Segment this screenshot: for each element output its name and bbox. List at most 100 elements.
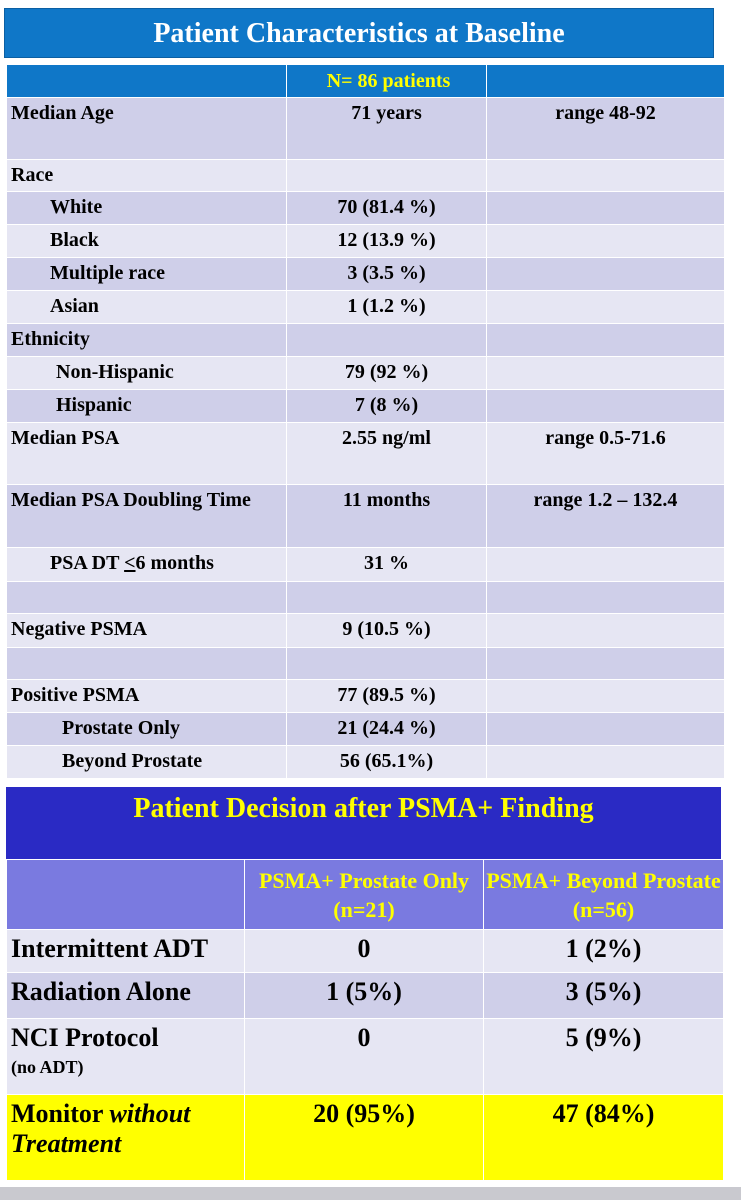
table-row: Ethnicity xyxy=(6,323,725,357)
beyond-value: 1 (2%) xyxy=(483,929,724,973)
n-patients-header: N= 86 patients xyxy=(286,64,487,98)
row-value xyxy=(286,581,487,614)
row-label: Positive PSMA xyxy=(6,679,287,713)
row-value: 56 (65.1%) xyxy=(286,745,487,779)
beyond-value: 3 (5%) xyxy=(483,972,724,1019)
row-label: Median PSA xyxy=(6,422,287,485)
header-empty-cell xyxy=(486,64,725,98)
monitor-label: Monitor xyxy=(11,1099,110,1128)
row-label: PSA DT <6 months xyxy=(6,547,287,582)
row-label: Negative PSMA xyxy=(6,613,287,648)
row-value: 2.55 ng/ml xyxy=(286,422,487,485)
row-range xyxy=(486,191,725,225)
table-row: Intermittent ADT 0 1 (2%) xyxy=(6,929,724,973)
decision-header-row: PSMA+ Prostate Only (n=21) PSMA+ Beyond … xyxy=(6,859,724,930)
row-label: Median Age xyxy=(6,97,287,160)
row-label: Race xyxy=(6,159,287,192)
row-range: range 1.2 – 132.4 xyxy=(486,484,725,548)
row-range xyxy=(486,547,725,582)
row-label: Radiation Alone xyxy=(6,972,245,1019)
decision-title: Patient Decision after PSMA+ Finding xyxy=(6,787,721,859)
row-label: Non-Hispanic xyxy=(6,356,287,390)
no-adt-note: (no ADT) xyxy=(11,1057,84,1077)
row-value xyxy=(286,159,487,192)
less-equal-sign: < xyxy=(124,552,136,574)
baseline-header-row: N= 86 patients xyxy=(6,64,725,98)
row-range xyxy=(486,647,725,680)
table-row: Hispanic 7 (8 %) xyxy=(6,389,725,423)
row-label: Asian xyxy=(6,290,287,324)
page-title: Patient Characteristics at Baseline xyxy=(4,8,714,58)
row-label: Prostate Only xyxy=(6,712,287,746)
row-range xyxy=(486,712,725,746)
row-range xyxy=(486,290,725,324)
row-label: Black xyxy=(6,224,287,258)
header-empty-cell xyxy=(6,64,287,98)
beyond-prostate-header: PSMA+ Beyond Prostate (n=56) xyxy=(483,859,724,930)
row-range: range 48-92 xyxy=(486,97,725,160)
table-row: Median Age 71 years range 48-92 xyxy=(6,97,725,160)
row-range xyxy=(486,581,725,614)
prostate-only-header: PSMA+ Prostate Only (n=21) xyxy=(244,859,484,930)
table-row-highlight: Monitor without Treatment 20 (95%) 47 (8… xyxy=(6,1094,724,1181)
prostate-value: 0 xyxy=(244,929,484,973)
prostate-value: 20 (95%) xyxy=(244,1094,484,1181)
row-value: 21 (24.4 %) xyxy=(286,712,487,746)
nci-protocol-label: NCI Protocol xyxy=(11,1023,159,1052)
table-row: White 70 (81.4 %) xyxy=(6,191,725,225)
row-value: 11 months xyxy=(286,484,487,548)
row-label: Monitor without Treatment xyxy=(6,1094,245,1181)
row-range xyxy=(486,745,725,779)
row-range xyxy=(486,257,725,291)
row-range xyxy=(486,323,725,357)
beyond-value: 5 (9%) xyxy=(483,1018,724,1095)
prostate-value: 0 xyxy=(244,1018,484,1095)
table-row xyxy=(6,647,725,680)
row-value: 7 (8 %) xyxy=(286,389,487,423)
prostate-value: 1 (5%) xyxy=(244,972,484,1019)
row-value: 9 (10.5 %) xyxy=(286,613,487,648)
row-range xyxy=(486,159,725,192)
row-label: NCI Protocol (no ADT) xyxy=(6,1018,245,1095)
row-label: Beyond Prostate xyxy=(6,745,287,779)
row-value: 1 (1.2 %) xyxy=(286,290,487,324)
row-range xyxy=(486,613,725,648)
table-row: PSA DT <6 months 31 % xyxy=(6,547,725,582)
row-value: 31 % xyxy=(286,547,487,582)
row-range: range 0.5-71.6 xyxy=(486,422,725,485)
table-row: Race xyxy=(6,159,725,192)
table-row xyxy=(6,581,725,614)
table-row: Non-Hispanic 79 (92 %) xyxy=(6,356,725,390)
header-empty-cell xyxy=(6,859,245,930)
row-value: 12 (13.9 %) xyxy=(286,224,487,258)
table-row: Negative PSMA 9 (10.5 %) xyxy=(6,613,725,648)
row-label: Hispanic xyxy=(6,389,287,423)
table-row: Radiation Alone 1 (5%) 3 (5%) xyxy=(6,972,724,1019)
row-value xyxy=(286,647,487,680)
row-value: 77 (89.5 %) xyxy=(286,679,487,713)
row-value xyxy=(286,323,487,357)
row-label: Ethnicity xyxy=(6,323,287,357)
row-label xyxy=(6,581,287,614)
table-row: Positive PSMA 77 (89.5 %) xyxy=(6,679,725,713)
baseline-table: N= 86 patients Median Age 71 years range… xyxy=(6,64,725,779)
beyond-value: 47 (84%) xyxy=(483,1094,724,1181)
row-value: 70 (81.4 %) xyxy=(286,191,487,225)
label-suffix: 6 months xyxy=(135,552,214,574)
table-row: Asian 1 (1.2 %) xyxy=(6,290,725,324)
row-label: White xyxy=(6,191,287,225)
table-row: Beyond Prostate 56 (65.1%) xyxy=(6,745,725,779)
row-label: Intermittent ADT xyxy=(6,929,245,973)
row-value: 3 (3.5 %) xyxy=(286,257,487,291)
row-range xyxy=(486,224,725,258)
table-row: Black 12 (13.9 %) xyxy=(6,224,725,258)
table-row: Median PSA 2.55 ng/ml range 0.5-71.6 xyxy=(6,422,725,485)
label-prefix: PSA DT xyxy=(50,552,125,574)
row-label xyxy=(6,647,287,680)
without-treatment-label: without Treatment xyxy=(11,1099,191,1158)
bottom-bar xyxy=(0,1187,741,1200)
table-row: NCI Protocol (no ADT) 0 5 (9%) xyxy=(6,1018,724,1095)
row-value: 71 years xyxy=(286,97,487,160)
row-range xyxy=(486,389,725,423)
row-label: Multiple race xyxy=(6,257,287,291)
